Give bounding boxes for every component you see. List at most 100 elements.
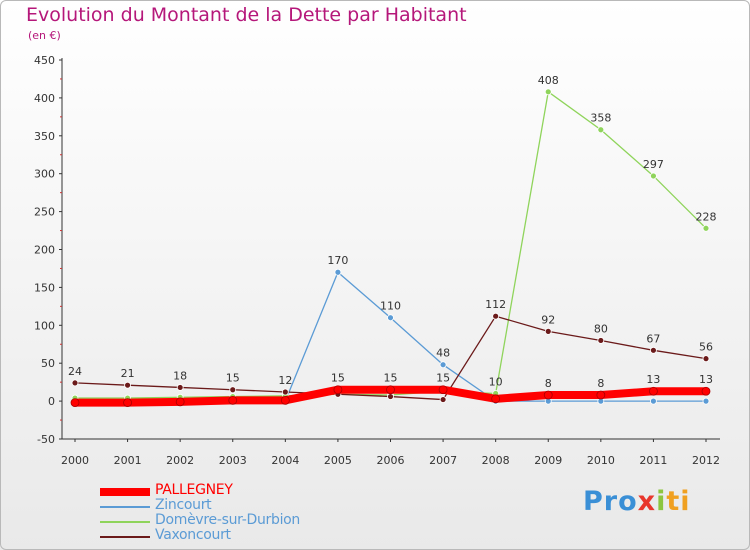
chart-title: Evolution du Montant de la Dette par Hab… [26,4,467,26]
logo-part-3: i [656,486,667,517]
series-line-dom-vre-sur-durbion [74,91,707,399]
series-point-zincourt-2005 [334,268,342,276]
series-point-pallegney-2000 [70,398,80,408]
data-label-vaxoncourt-2002: 18 [173,369,187,382]
data-label-pallegney-2012: 13 [699,373,713,386]
series-point-dom-vre-sur-durbion-2009 [544,88,552,96]
y-tick-label-300: 300 [34,168,55,181]
data-label-dom-vre-sur-durbion-2010: 358 [590,112,611,125]
series-point-pallegney-2008 [491,394,501,404]
y-tick-label-350: 350 [34,130,55,143]
x-tick-label-2010: 2010 [587,454,615,467]
data-label-vaxoncourt-2012: 56 [699,341,713,354]
x-tick-label-2005: 2005 [324,454,352,467]
series-point-vaxoncourt-2004 [281,388,289,396]
series-point-pallegney-2006 [386,385,395,395]
series-point-vaxoncourt-2008 [492,312,500,320]
data-label-pallegney-2009: 8 [545,377,552,390]
legend-label-zincourt: Zincourt [155,497,212,513]
x-tick-label-2004: 2004 [271,454,299,467]
y-tick-label--50: -50 [37,433,55,446]
data-label-pallegney-2005: 15 [331,372,345,385]
series-point-vaxoncourt-2010 [597,337,605,344]
data-label-vaxoncourt-2011: 67 [646,332,660,345]
legend-label-domevre: Domèvre-sur-Durbion [155,512,300,528]
series-point-vaxoncourt-2000 [71,379,79,387]
data-label-pallegney-2011: 13 [646,373,660,386]
logo-part-4: ti [666,486,691,517]
data-label-pallegney-2006: 15 [384,372,398,385]
data-label-dom-vre-sur-durbion-2009: 408 [538,74,559,87]
data-label-dom-vre-sur-durbion-2011: 297 [643,158,664,171]
logo-part-1: Pro [583,486,638,517]
series-point-dom-vre-sur-durbion-2012 [702,224,710,232]
legend-label-vaxoncourt: Vaxoncourt [155,527,231,543]
y-tick-label-150: 150 [34,281,55,294]
data-label-vaxoncourt-2004: 12 [278,374,292,387]
data-label-zincourt-2007: 48 [436,347,450,360]
series-point-pallegney-2003 [228,395,238,405]
legend-swatch-domevre [100,521,150,523]
series-point-dom-vre-sur-durbion-2011 [650,172,657,180]
x-tick-label-2002: 2002 [166,454,194,467]
data-label-vaxoncourt-2003: 15 [226,372,240,385]
series-point-pallegney-2009 [543,390,553,400]
x-tick-label-2001: 2001 [114,454,142,467]
series-point-zincourt-2012 [702,397,710,405]
legend-swatch-vaxoncourt [100,536,150,538]
data-label-vaxoncourt-2000: 24 [68,365,82,378]
series-point-zincourt-2011 [650,397,657,405]
unit-label: (en €) [28,29,61,42]
y-tick-label-250: 250 [34,206,55,219]
series-point-vaxoncourt-2007 [439,396,447,403]
data-label-zincourt-2005: 170 [327,254,348,267]
x-tick-label-2011: 2011 [639,454,667,467]
series-point-vaxoncourt-2006 [387,393,394,400]
data-label-vaxoncourt-2009: 92 [541,313,555,326]
x-tick-label-2008: 2008 [482,454,510,467]
series-point-pallegney-2004 [280,395,290,405]
data-label-zincourt-2006: 110 [380,300,401,313]
series-point-pallegney-2002 [175,397,185,407]
y-tick-label-50: 50 [41,357,55,370]
data-label-pallegney-2010: 8 [597,377,604,390]
y-tick-label-0: 0 [48,395,55,408]
series-point-zincourt-2006 [387,314,394,322]
series-point-vaxoncourt-2009 [544,327,552,335]
x-tick-label-2000: 2000 [61,454,89,467]
series-point-pallegney-2001 [123,398,132,408]
data-label-dom-vre-sur-durbion-2012: 228 [696,210,717,223]
series-point-vaxoncourt-2002 [176,384,184,391]
series-point-pallegney-2011 [649,386,658,396]
y-tick-label-400: 400 [34,92,55,105]
y-tick-label-450: 450 [34,54,55,67]
data-label-vaxoncourt-2008: 112 [485,298,506,311]
series-point-pallegney-2005 [333,385,343,395]
logo-part-2: x [637,486,657,517]
series-point-vaxoncourt-2012 [702,355,710,363]
legend-swatch-pallegney [100,488,150,496]
series-point-vaxoncourt-2003 [229,386,237,394]
series-point-pallegney-2012 [701,386,711,396]
series-point-pallegney-2010 [596,390,606,400]
y-tick-label-100: 100 [34,319,55,332]
legend-label-pallegney: PALLEGNEY [155,482,233,498]
x-tick-label-2003: 2003 [219,454,247,467]
series-point-dom-vre-sur-durbion-2010 [597,126,605,134]
series-point-vaxoncourt-2011 [650,346,657,354]
data-label-vaxoncourt-2010: 80 [594,322,608,335]
x-tick-label-2007: 2007 [429,454,457,467]
series-point-vaxoncourt-2001 [124,381,131,389]
data-label-pallegney-2007: 15 [436,372,450,385]
x-tick-label-2006: 2006 [377,454,405,467]
series-point-pallegney-2007 [438,385,448,395]
x-tick-label-2009: 2009 [534,454,562,467]
data-label-dom-vre-sur-durbion-2008: 10 [489,376,503,389]
legend-swatch-zincourt [100,506,150,508]
series-point-zincourt-2007 [439,361,447,369]
x-tick-label-2012: 2012 [692,454,720,467]
y-tick-label-200: 200 [34,244,55,257]
data-label-vaxoncourt-2001: 21 [121,367,135,380]
proxiti-logo: Proxiti [583,486,691,517]
